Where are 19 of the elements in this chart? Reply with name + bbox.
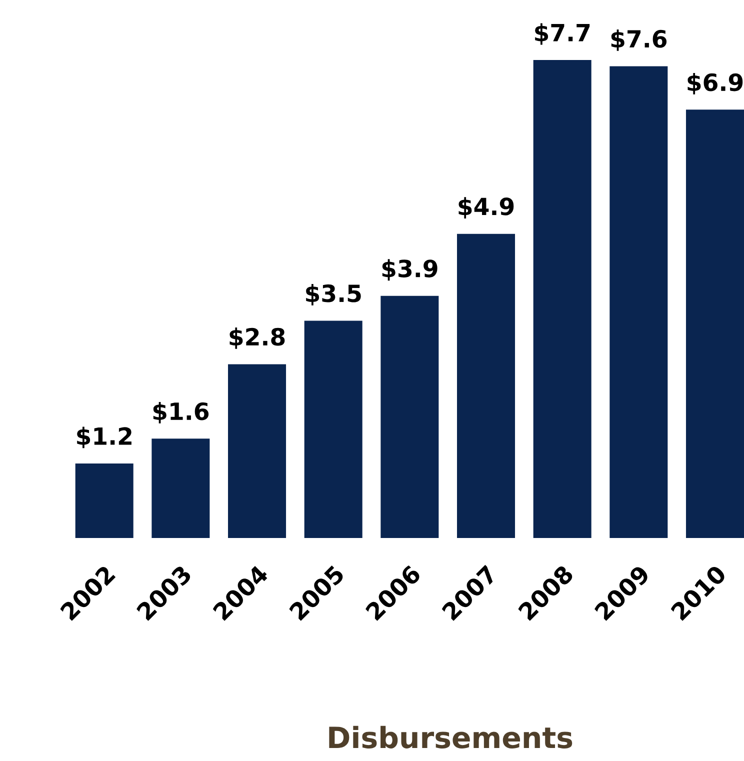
bar: [380, 296, 439, 538]
data-label: $4.9: [458, 197, 514, 218]
bar: [75, 464, 134, 538]
bar: [533, 60, 592, 538]
bar: [152, 438, 210, 538]
data-label: $3.5: [306, 284, 361, 306]
data-label: $3.9: [382, 259, 438, 281]
data-label: $6.9: [688, 72, 743, 94]
x-axis-title: Disbursements: [329, 726, 572, 748]
data-label: $1.2: [77, 426, 132, 448]
bar: [456, 234, 516, 538]
data-label: $7.7: [535, 23, 590, 45]
data-label: $7.6: [611, 29, 667, 51]
bar: [610, 66, 668, 538]
data-label: $1.6: [153, 402, 209, 424]
data-label: $2.8: [230, 327, 285, 349]
bar: [304, 320, 362, 538]
bar: [686, 110, 744, 538]
bar: [228, 364, 286, 538]
